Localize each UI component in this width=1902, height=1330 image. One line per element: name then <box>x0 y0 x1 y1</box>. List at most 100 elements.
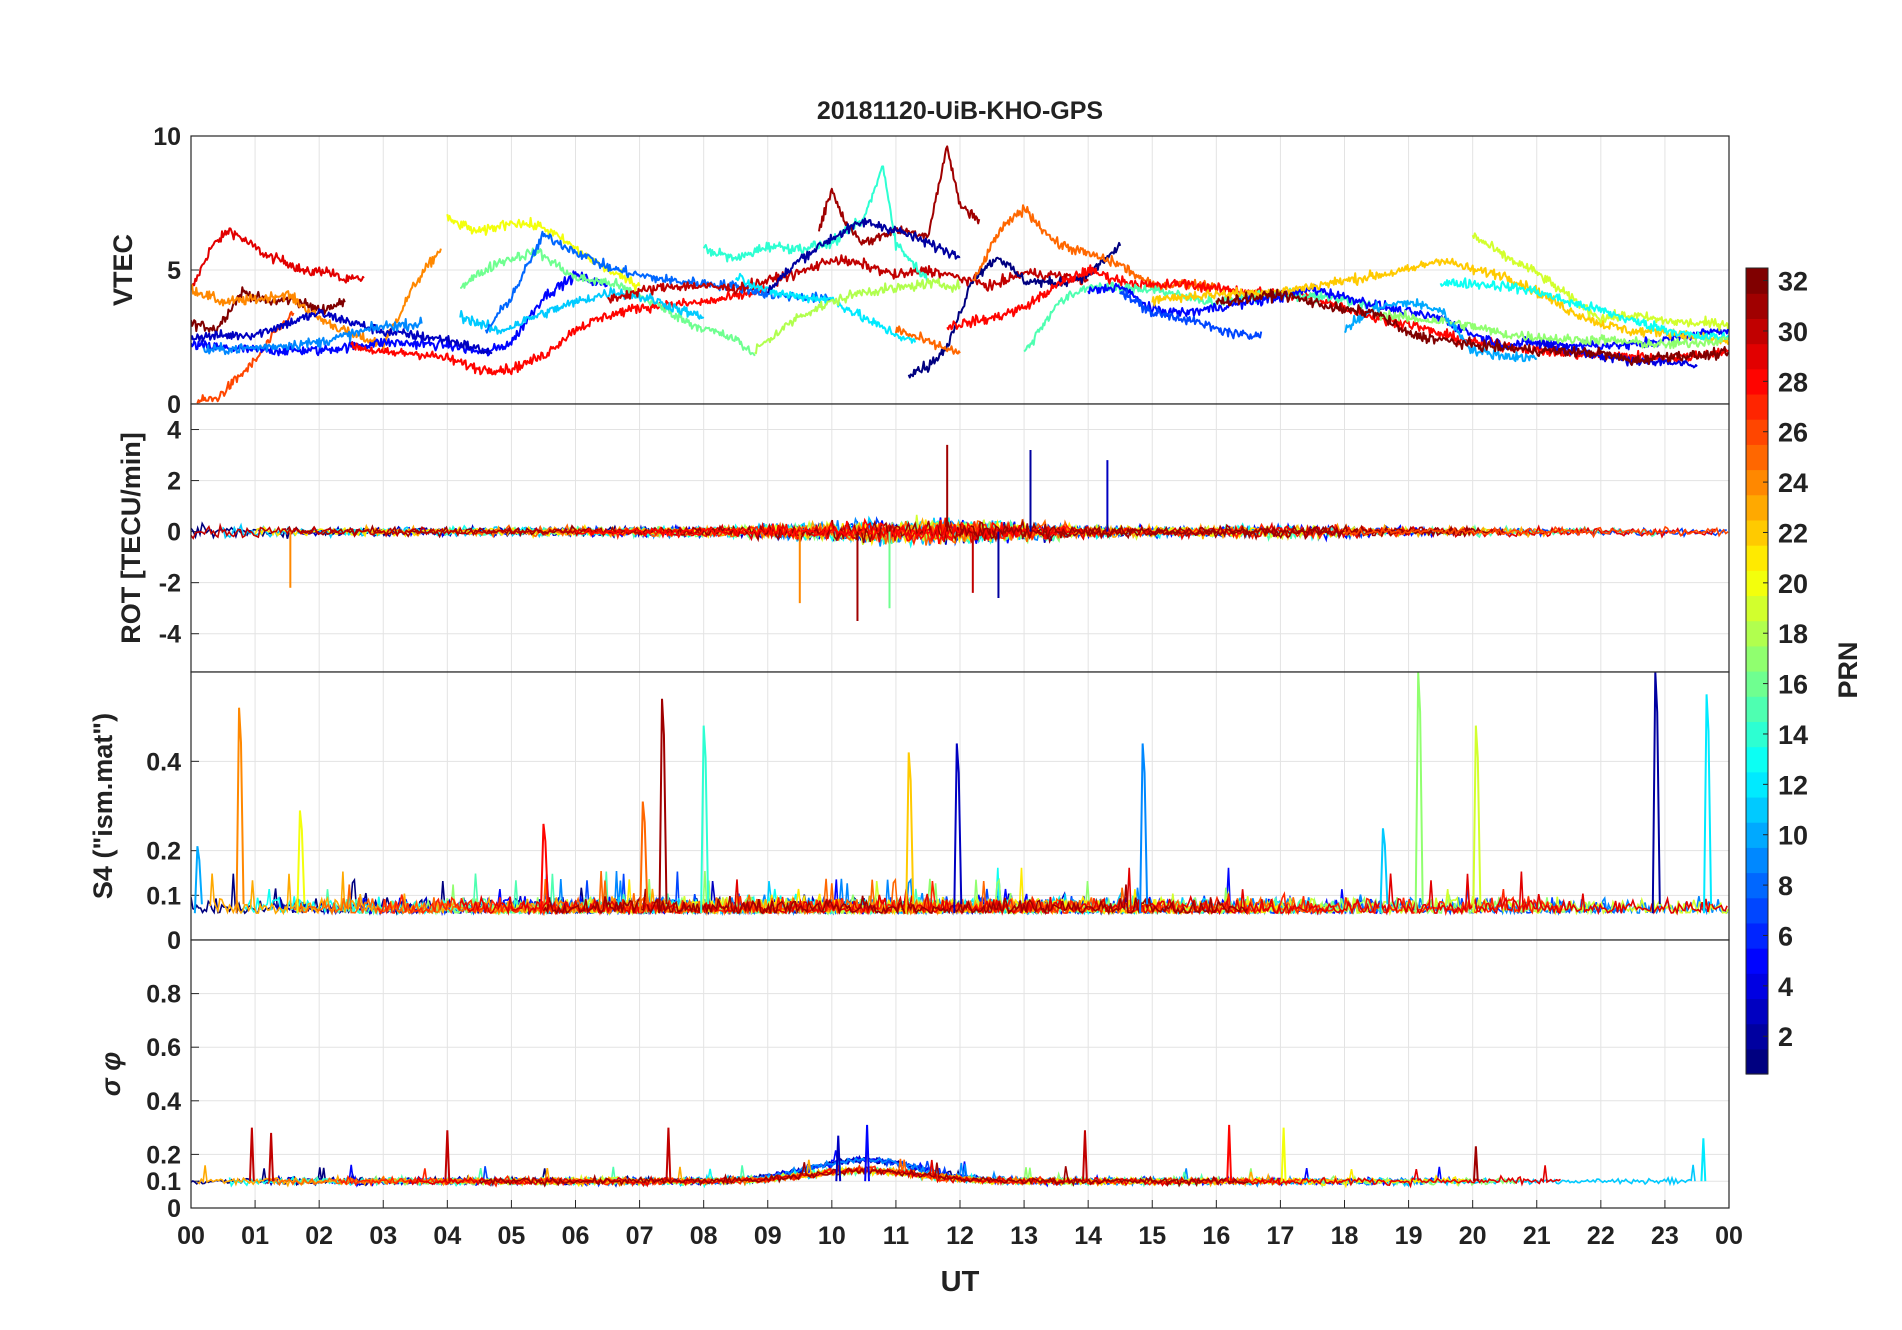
colorbar-segment <box>1746 796 1768 823</box>
sigma-spike <box>864 1124 871 1182</box>
colorbar-segment <box>1746 822 1768 848</box>
s4-spike <box>1139 743 1149 914</box>
x-tick-label: 02 <box>305 1222 333 1250</box>
sigma-series <box>191 1124 1707 1189</box>
y-tick-label: 10 <box>153 123 181 151</box>
colorbar-strip <box>1746 268 1768 1075</box>
colorbar-segment <box>1746 419 1768 445</box>
sigma-ylabel: σ φ <box>96 1052 126 1096</box>
sigma-spike <box>268 1132 275 1182</box>
colorbar-segment <box>1746 1048 1768 1075</box>
colorbar-segment <box>1746 393 1768 420</box>
s4-spike <box>1379 828 1389 914</box>
x-tick-label: 16 <box>1202 1222 1230 1250</box>
colorbar-tick-label: 28 <box>1778 367 1808 397</box>
s4-spike <box>235 707 245 914</box>
colorbar-segment <box>1746 318 1768 345</box>
x-tick-labels: 00 01 02 03 04 05 06 07 08 09 10 11 12 13 14 15 16 17 18 19… <box>177 1200 1743 1250</box>
colorbar-segment <box>1746 545 1768 571</box>
x-tick-label: 00 <box>1715 1222 1743 1250</box>
x-tick-label: 14 <box>1074 1222 1102 1250</box>
colorbar-tick-label: 26 <box>1778 418 1808 448</box>
colorbar-segment <box>1746 948 1768 974</box>
x-tick-label: 23 <box>1651 1222 1679 1250</box>
y-tick-label: 0.2 <box>146 1141 181 1169</box>
s4-spike <box>1414 672 1424 914</box>
y-tick-label: 2 <box>167 468 181 496</box>
colorbar-segment <box>1746 721 1768 748</box>
colorbar-segment <box>1746 998 1768 1025</box>
colorbar-tick-label: 12 <box>1778 770 1808 800</box>
s4-spike <box>658 698 668 914</box>
x-axis-label: UT <box>941 1266 980 1298</box>
colorbar-tick-label: 6 <box>1778 921 1793 951</box>
vtec-series-line <box>1151 257 1729 345</box>
panel-s4: 0 0.1 0.2 0.4 S4 ("ism.mat") <box>88 671 1730 955</box>
y-tick-label: 0 <box>167 391 181 419</box>
x-tick-label: 05 <box>498 1222 526 1250</box>
colorbar-segment <box>1746 922 1768 949</box>
y-tick-label: 5 <box>167 257 181 285</box>
colorbar-segment <box>1746 469 1768 496</box>
x-tick-label: 11 <box>883 1222 910 1250</box>
x-tick-label: 20 <box>1459 1222 1487 1250</box>
sigma-tick-labels: 00.10.2 0.4 0.6 0.8 <box>146 981 181 1223</box>
colorbar-segment <box>1746 847 1768 874</box>
chart-title: 20181120-UiB-KHO-GPS <box>817 97 1103 125</box>
colorbar-segment <box>1746 897 1768 924</box>
y-tick-label: 0.8 <box>146 981 181 1009</box>
colorbar-tick-label: 30 <box>1778 317 1808 347</box>
s4-spike <box>639 801 649 914</box>
colorbar-segment <box>1746 771 1768 798</box>
vtec-series-line <box>1215 288 1729 366</box>
rot-tick-labels: -4 -2 0 2 4 <box>159 417 181 649</box>
s4-tick-labels: 0 0.1 0.2 0.4 <box>146 748 181 955</box>
vtec-series-line <box>702 165 929 282</box>
s4-spike <box>700 725 710 914</box>
rot-series-line <box>575 517 1088 546</box>
x-tick-label: 06 <box>562 1222 590 1250</box>
y-tick-label: 4 <box>167 417 181 445</box>
s4-spike <box>193 846 203 914</box>
colorbar-tick-label: 4 <box>1778 972 1793 1002</box>
y-tick-label: 0 <box>167 519 181 547</box>
sigma-series-line <box>478 1162 1249 1188</box>
colorbar-tick-label: 24 <box>1778 468 1808 498</box>
s4-series <box>191 672 1729 917</box>
panel-rot: -4 -2 0 2 4 ROT [TECU/min] <box>116 403 1730 673</box>
x-tick-label: 10 <box>818 1222 846 1250</box>
colorbar-segment <box>1746 595 1768 622</box>
colorbar-segment <box>1746 746 1768 773</box>
vtec-series-line <box>766 217 961 294</box>
rot-series <box>191 444 1729 621</box>
vtec-series-line <box>1471 232 1729 332</box>
sigma-spike <box>665 1127 672 1182</box>
vtec-series-line <box>196 310 295 404</box>
colorbar-segment <box>1746 519 1768 546</box>
vtec-series-line <box>894 325 961 355</box>
sigma-spike <box>835 1135 842 1182</box>
vtec-series-line <box>191 227 365 290</box>
vtec-series-line <box>1536 339 1698 369</box>
sigma-spike <box>1082 1130 1088 1182</box>
colorbar-segment <box>1746 444 1768 471</box>
x-tick-label: 07 <box>626 1222 654 1250</box>
x-tick-label: 21 <box>1523 1222 1551 1250</box>
x-tick-label: 19 <box>1395 1222 1423 1250</box>
colorbar-segment <box>1746 973 1768 1000</box>
sigma-spike <box>1280 1127 1287 1182</box>
x-tick-label: 00 <box>177 1222 205 1250</box>
x-tick-label: 22 <box>1587 1222 1615 1250</box>
colorbar-segment <box>1746 1023 1768 1050</box>
x-tick-label: 04 <box>433 1222 461 1250</box>
vtec-ylabel: VTEC <box>108 234 138 306</box>
vtec-series-line <box>460 246 756 357</box>
x-tick-label: 15 <box>1138 1222 1166 1250</box>
sigma-spike <box>248 1127 255 1182</box>
x-tick-label: 03 <box>369 1222 397 1250</box>
vtec-series <box>191 145 1729 404</box>
vtec-series-line <box>754 277 961 355</box>
sigma-spike <box>1472 1146 1479 1182</box>
s4-spike <box>905 752 915 914</box>
